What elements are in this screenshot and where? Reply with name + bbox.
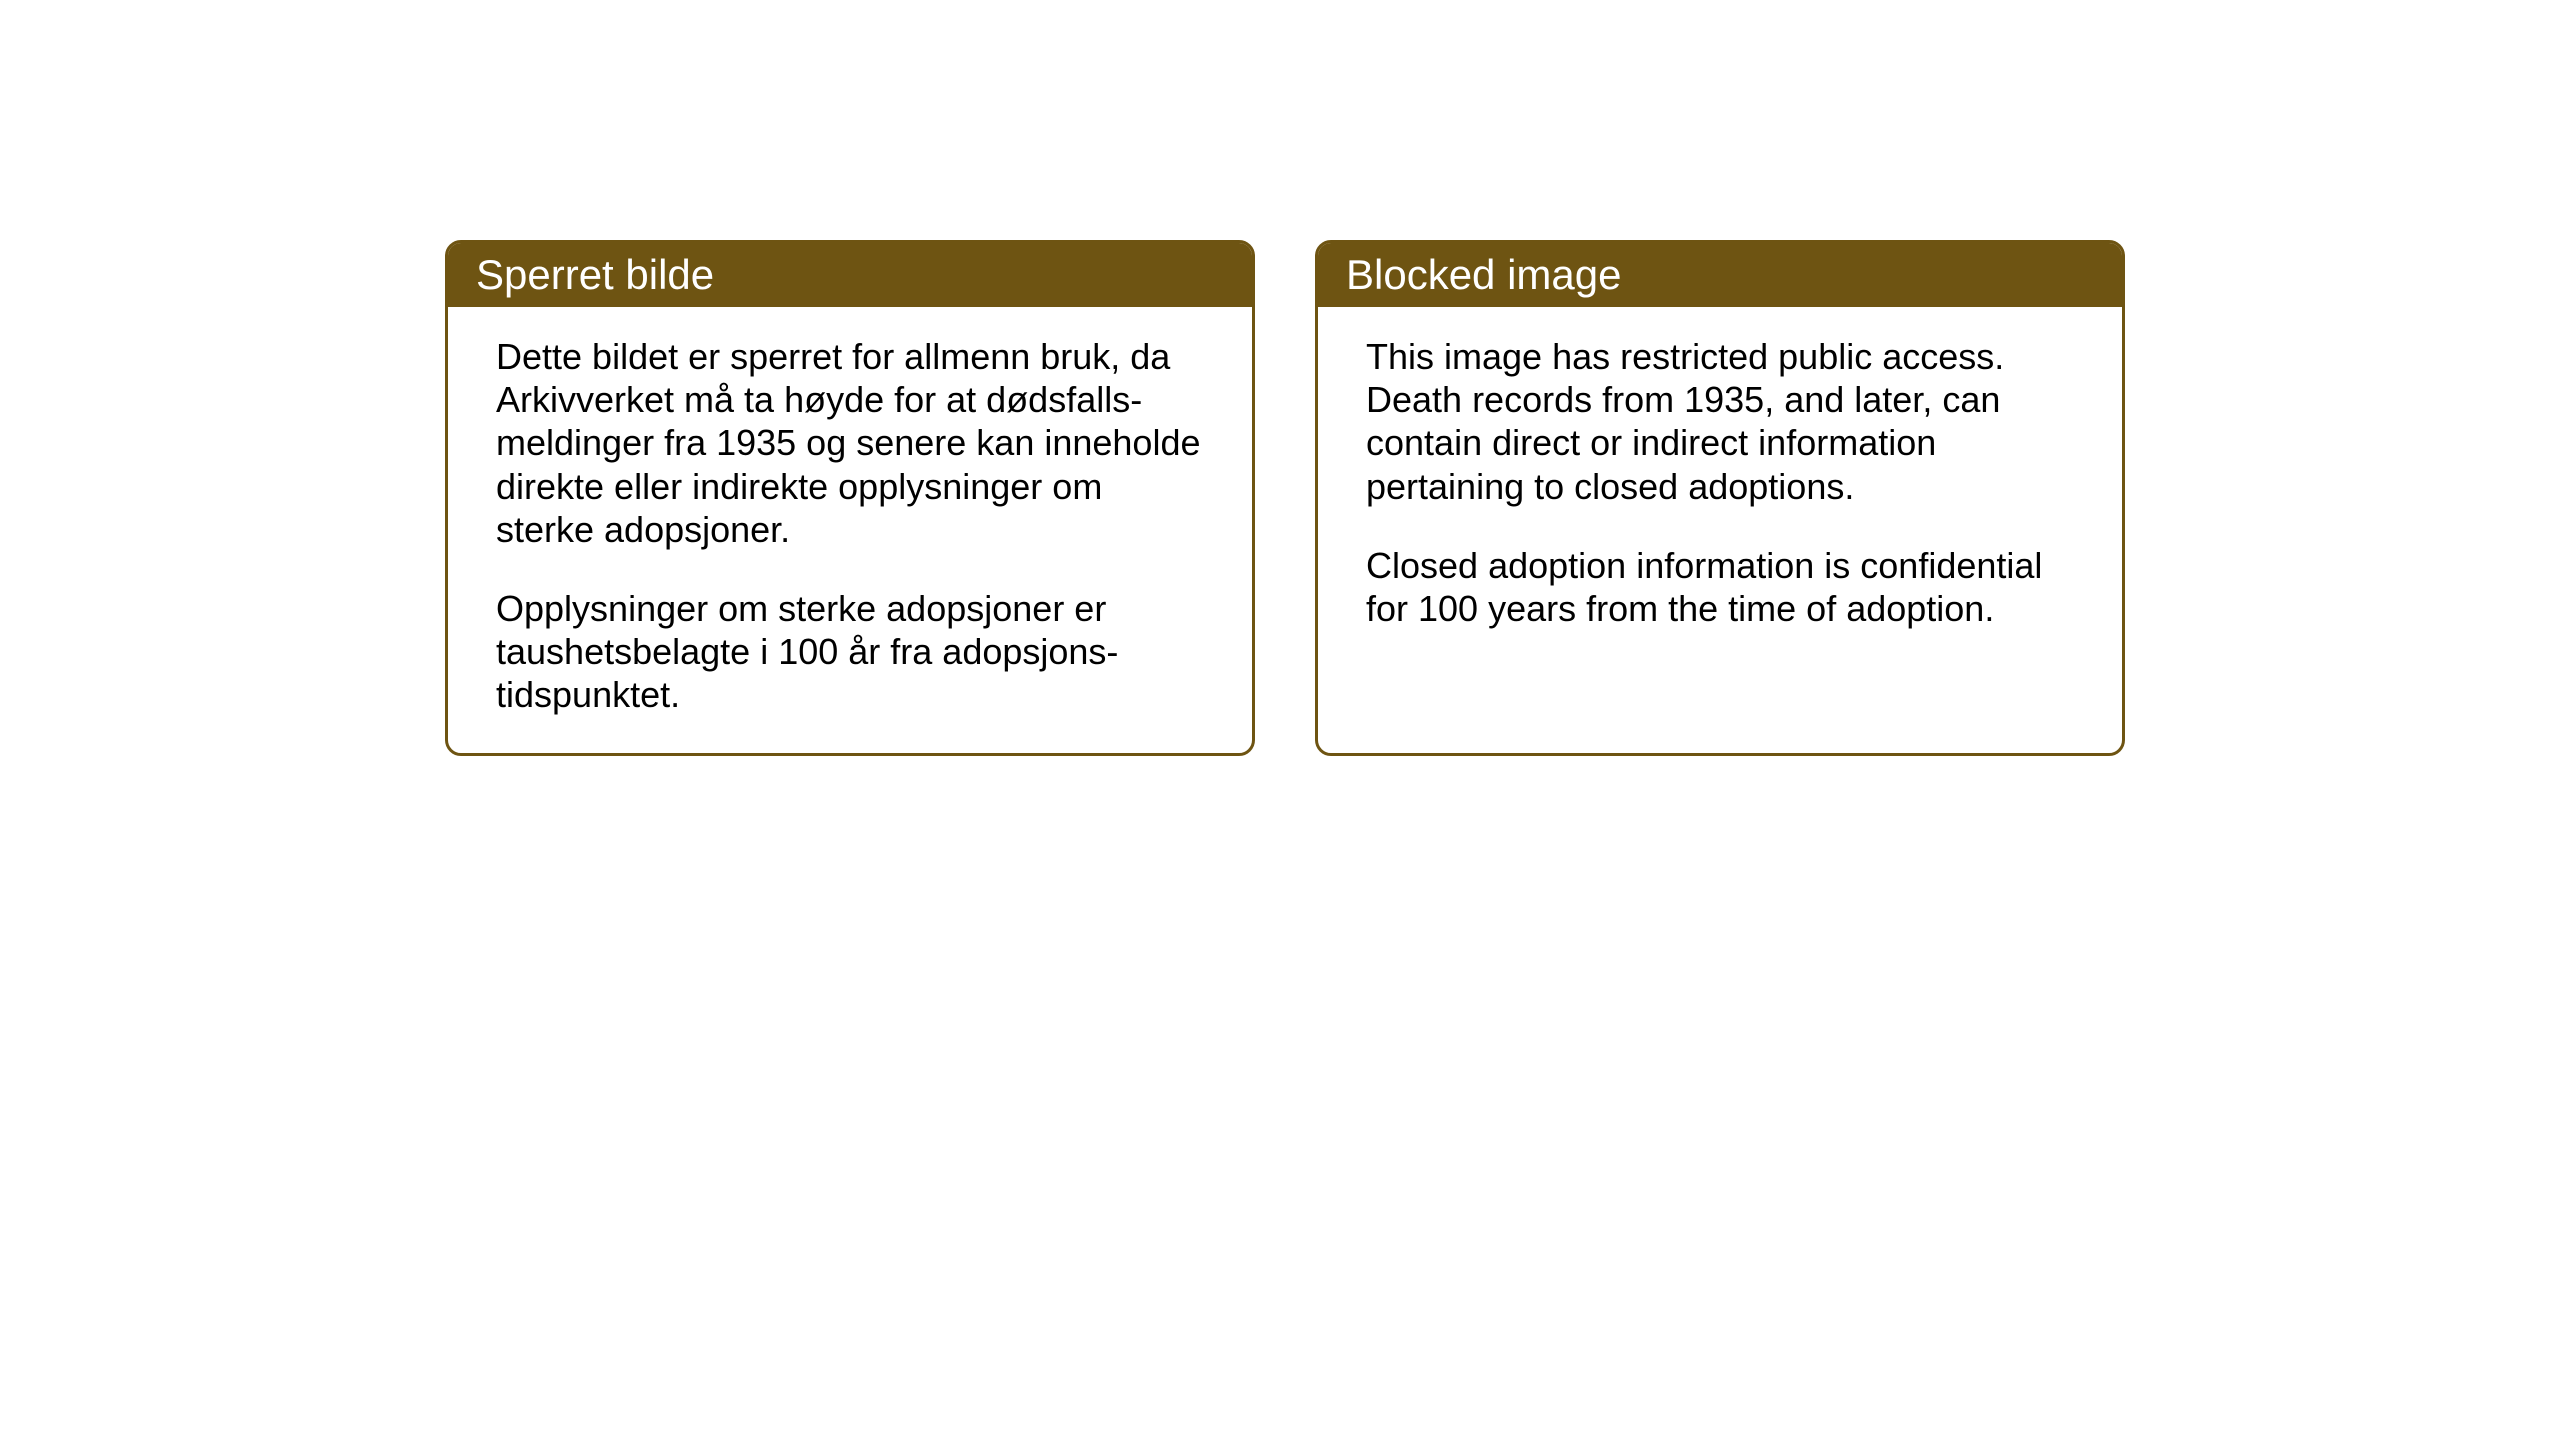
panel-norwegian-paragraph-2: Opplysninger om sterke adopsjoner er tau… (496, 587, 1204, 717)
panel-norwegian-header: Sperret bilde (448, 243, 1252, 307)
panels-container: Sperret bilde Dette bildet er sperret fo… (445, 240, 2125, 756)
panel-english-title: Blocked image (1346, 251, 1621, 298)
panel-english-header: Blocked image (1318, 243, 2122, 307)
panel-norwegian-paragraph-1: Dette bildet er sperret for allmenn bruk… (496, 335, 1204, 551)
panel-norwegian-body: Dette bildet er sperret for allmenn bruk… (448, 307, 1252, 753)
panel-english: Blocked image This image has restricted … (1315, 240, 2125, 756)
panel-english-body: This image has restricted public access.… (1318, 307, 2122, 666)
panel-english-paragraph-1: This image has restricted public access.… (1366, 335, 2074, 508)
panel-norwegian-title: Sperret bilde (476, 251, 714, 298)
panel-norwegian: Sperret bilde Dette bildet er sperret fo… (445, 240, 1255, 756)
panel-english-paragraph-2: Closed adoption information is confident… (1366, 544, 2074, 630)
